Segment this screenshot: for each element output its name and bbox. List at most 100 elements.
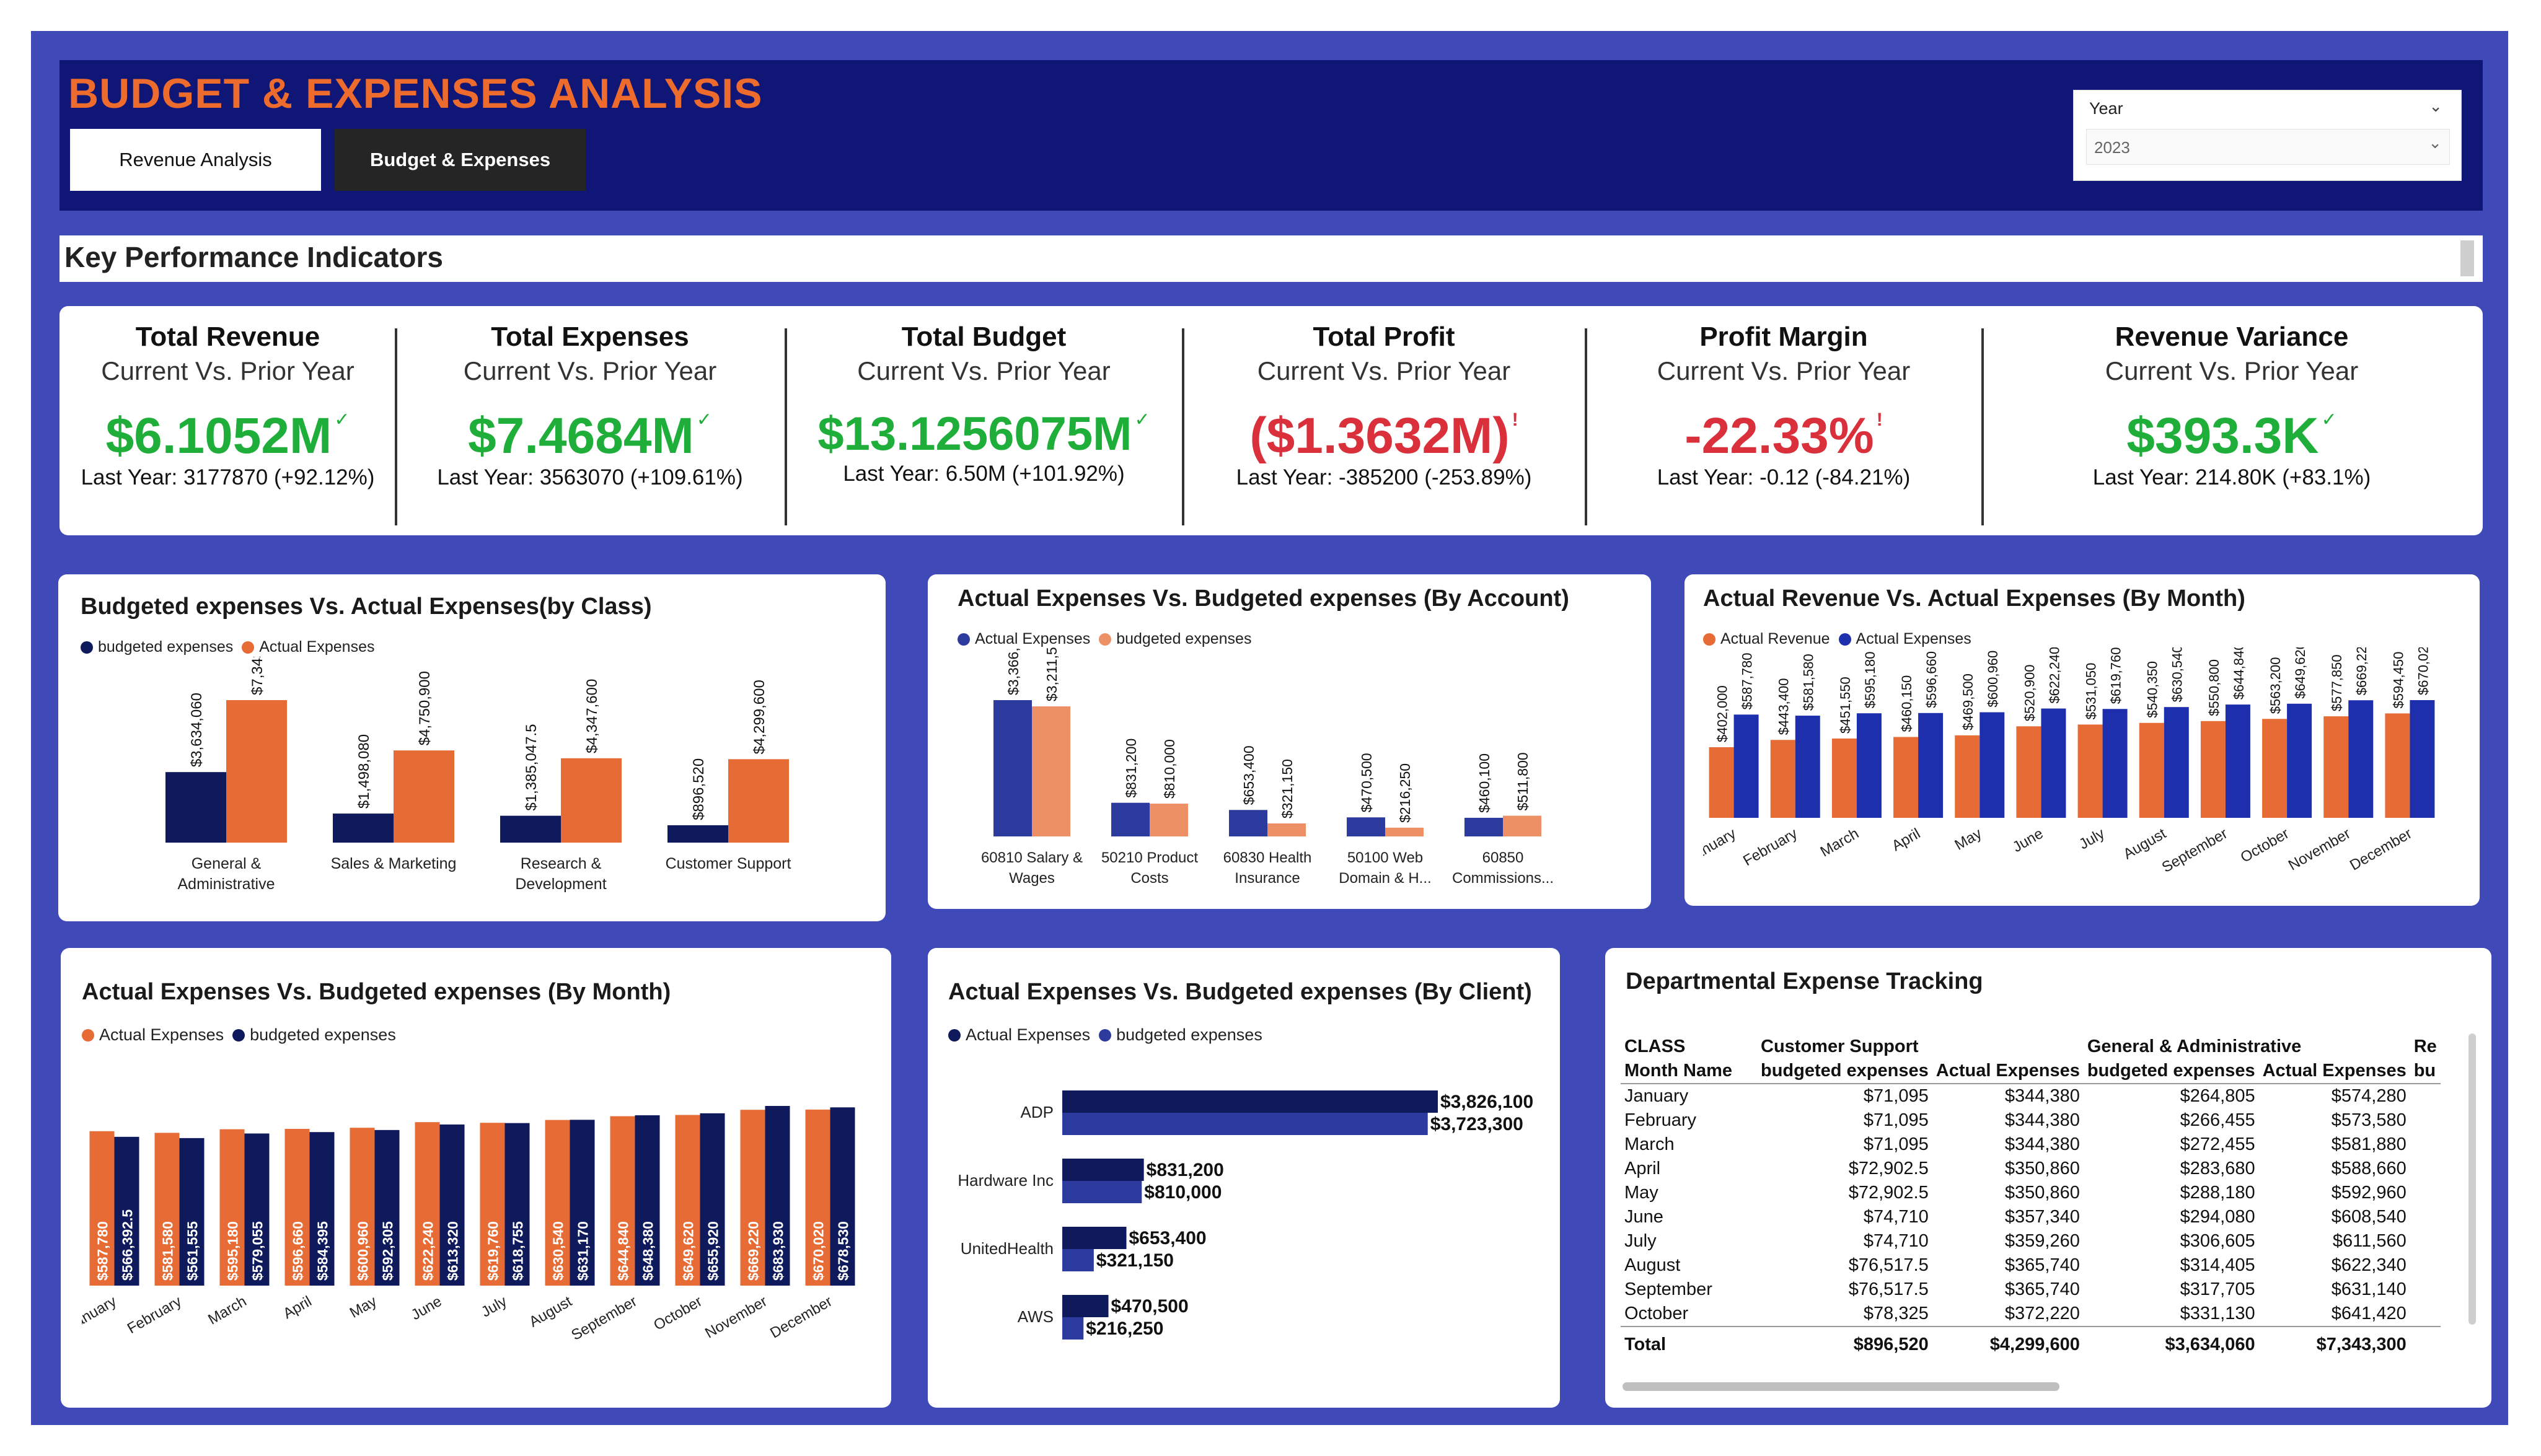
bar[interactable] bbox=[2041, 709, 2066, 818]
bar[interactable] bbox=[1062, 1159, 1144, 1181]
table-row[interactable]: August $76,517.5 $365,740 $314,405 $622,340 bbox=[1621, 1253, 2441, 1278]
tab-budget-expenses[interactable]: Budget & Expenses bbox=[335, 129, 586, 191]
data-label: $216,250 bbox=[1086, 1318, 1163, 1339]
tab-revenue-analysis[interactable]: Revenue Analysis bbox=[70, 129, 321, 191]
table-row[interactable]: October $78,325 $372,220 $331,130 $641,420 bbox=[1621, 1302, 2441, 1327]
chevron-down-icon[interactable]: ⌄ bbox=[2428, 133, 2442, 152]
column-header[interactable]: budgeted expenses bbox=[1757, 1059, 1932, 1084]
total-row: Total $896,520 $4,299,600 $3,634,060 $7,343,… bbox=[1621, 1327, 2441, 1357]
axis-tick-label: May bbox=[347, 1293, 380, 1322]
bar[interactable] bbox=[333, 814, 394, 843]
bar[interactable] bbox=[1062, 1227, 1126, 1249]
axis-tick-label: Domain & H... bbox=[1339, 870, 1431, 887]
bar[interactable] bbox=[993, 700, 1032, 836]
total-label: Total bbox=[1621, 1327, 1757, 1357]
month-cell: June bbox=[1621, 1205, 1757, 1229]
chevron-down-icon[interactable]: ⌄ bbox=[2429, 97, 2442, 116]
bar[interactable] bbox=[2262, 719, 2287, 818]
scrollbar[interactable] bbox=[2460, 240, 2474, 276]
bar[interactable] bbox=[1062, 1090, 1438, 1113]
table-row[interactable]: February $71,095 $344,380 $266,455 $573,580 bbox=[1621, 1108, 2441, 1133]
bar[interactable] bbox=[2164, 707, 2189, 818]
kpi-value: $7.4684M ✓ bbox=[397, 411, 783, 462]
bar[interactable] bbox=[2139, 723, 2164, 818]
table-row[interactable]: July $74,710 $359,260 $306,605 $611,560 bbox=[1621, 1229, 2441, 1253]
bar[interactable] bbox=[1795, 716, 1820, 818]
column-header[interactable]: Actual Expenses bbox=[2259, 1059, 2410, 1084]
bar[interactable] bbox=[1893, 737, 1918, 818]
bar[interactable] bbox=[1771, 740, 1795, 818]
bar[interactable] bbox=[561, 758, 622, 843]
bar[interactable] bbox=[2016, 726, 2041, 818]
bar[interactable] bbox=[667, 825, 728, 843]
bar[interactable] bbox=[1955, 735, 1980, 818]
bar[interactable] bbox=[1980, 713, 2004, 818]
bar[interactable] bbox=[2385, 713, 2410, 818]
table-row[interactable]: May $72,902.5 $350,860 $288,180 $592,960 bbox=[1621, 1181, 2441, 1205]
chart-legend[interactable]: Actual Expenses budgeted expenses bbox=[958, 630, 1251, 648]
year-slicer[interactable]: Year ⌄ 2023 ⌄ bbox=[2073, 90, 2462, 181]
data-label: $561,555 bbox=[185, 1221, 201, 1281]
bar[interactable] bbox=[394, 750, 454, 843]
bar[interactable] bbox=[2103, 709, 2128, 818]
bar[interactable] bbox=[1734, 714, 1759, 818]
bar[interactable] bbox=[2201, 721, 2226, 818]
bar[interactable] bbox=[728, 759, 789, 843]
axis-tick-label: December bbox=[2347, 825, 2415, 874]
bar[interactable] bbox=[1032, 706, 1070, 836]
table-row[interactable]: January $71,095 $344,380 $264,805 $574,280 bbox=[1621, 1084, 2441, 1108]
table-row[interactable]: September $76,517.5 $365,740 $317,705 $631,1… bbox=[1621, 1278, 2441, 1302]
axis-tick-label: July bbox=[2076, 825, 2107, 853]
chart-legend[interactable]: budgeted expenses Actual Expenses bbox=[81, 638, 374, 656]
data-label: $678,530 bbox=[835, 1221, 852, 1281]
bar[interactable] bbox=[165, 772, 226, 843]
group-header[interactable]: Re bbox=[2410, 1035, 2441, 1059]
bar[interactable] bbox=[1062, 1295, 1109, 1317]
table-row[interactable]: June $74,710 $357,340 $294,080 $608,540 bbox=[1621, 1205, 2441, 1229]
axis-tick-label: November bbox=[702, 1293, 770, 1342]
bar[interactable] bbox=[1464, 818, 1503, 836]
data-label: $596,660 bbox=[290, 1221, 306, 1281]
bar[interactable] bbox=[2410, 700, 2434, 818]
column-header[interactable]: budgeted expenses bbox=[2084, 1059, 2259, 1084]
value-cell: $631,140 bbox=[2259, 1278, 2410, 1302]
bar[interactable] bbox=[500, 816, 561, 843]
bar[interactable] bbox=[1111, 803, 1150, 836]
bar[interactable] bbox=[2287, 704, 2312, 818]
bar[interactable] bbox=[1062, 1181, 1142, 1203]
chart-legend[interactable]: Actual Expenses budgeted expenses bbox=[82, 1025, 396, 1045]
group-header[interactable]: Customer Support bbox=[1757, 1035, 2084, 1059]
bar[interactable] bbox=[1062, 1317, 1083, 1340]
bar[interactable] bbox=[1857, 713, 1882, 818]
bar[interactable] bbox=[2078, 724, 2103, 818]
year-dropdown[interactable]: 2023 ⌄ bbox=[2086, 129, 2450, 165]
table-horizontal-scrollbar[interactable] bbox=[1623, 1382, 2059, 1391]
bar[interactable] bbox=[2226, 704, 2250, 818]
chart-legend[interactable]: Actual Expenses budgeted expenses bbox=[948, 1025, 1262, 1045]
bar[interactable] bbox=[2348, 700, 2373, 818]
kpi-title: Total Revenue bbox=[62, 322, 394, 353]
bar[interactable] bbox=[1062, 1249, 1094, 1271]
bar[interactable] bbox=[1832, 739, 1857, 818]
table-row[interactable]: April $72,902.5 $350,860 $283,680 $588,660 bbox=[1621, 1157, 2441, 1181]
bar[interactable] bbox=[1347, 817, 1385, 836]
bar[interactable] bbox=[1709, 747, 1734, 818]
bar[interactable] bbox=[1062, 1113, 1428, 1135]
column-header[interactable]: Actual Expenses bbox=[1932, 1059, 2084, 1084]
bar[interactable] bbox=[2323, 716, 2348, 818]
month-header[interactable]: Month Name bbox=[1621, 1059, 1757, 1084]
group-header[interactable]: General & Administrative bbox=[2084, 1035, 2410, 1059]
bar[interactable] bbox=[1918, 713, 1943, 818]
table-row[interactable]: March $71,095 $344,380 $272,455 $581,880 bbox=[1621, 1133, 2441, 1157]
month-cell: September bbox=[1621, 1278, 1757, 1302]
table-vertical-scrollbar[interactable] bbox=[2468, 1033, 2476, 1325]
column-header[interactable]: bu bbox=[2410, 1059, 2441, 1084]
bar[interactable] bbox=[1267, 823, 1306, 836]
bar[interactable] bbox=[1150, 804, 1188, 836]
value-cell: $573,580 bbox=[2259, 1108, 2410, 1133]
bar[interactable] bbox=[1385, 828, 1424, 836]
bar[interactable] bbox=[226, 700, 287, 843]
bar[interactable] bbox=[1229, 810, 1267, 836]
bar[interactable] bbox=[1503, 816, 1541, 836]
chart-legend[interactable]: Actual Revenue Actual Expenses bbox=[1703, 630, 1971, 648]
